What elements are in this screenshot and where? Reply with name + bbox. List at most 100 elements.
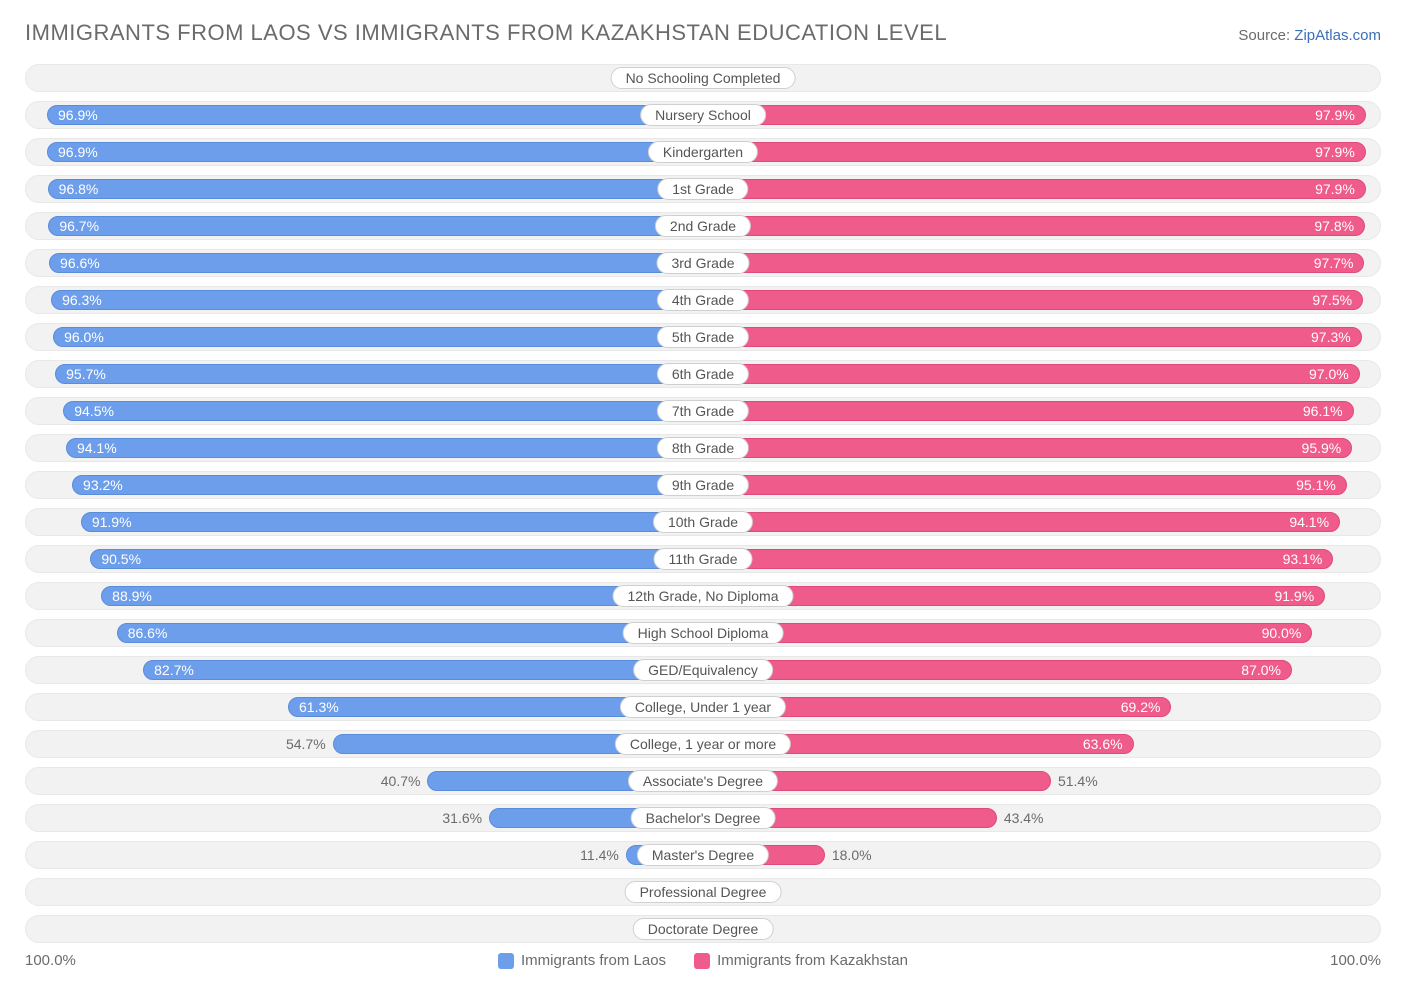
bar-half-right: 63.6%	[703, 731, 1380, 757]
bar-half-right: 96.1%	[703, 398, 1380, 424]
bar-left: 91.9%	[81, 512, 703, 532]
chart-row: 1.4%2.3%Doctorate Degree	[25, 915, 1381, 943]
bar-half-left: 93.2%	[26, 472, 703, 498]
category-label: 8th Grade	[657, 437, 749, 459]
bar-left: 93.2%	[72, 475, 703, 495]
bar-value-left: 96.9%	[58, 107, 98, 123]
bar-value-right: 97.8%	[1314, 218, 1354, 234]
category-label: 2nd Grade	[655, 215, 751, 237]
bar-value-right: 87.0%	[1241, 662, 1281, 678]
legend-swatch-left	[498, 953, 514, 969]
category-label: Professional Degree	[625, 881, 782, 903]
category-label: College, Under 1 year	[620, 696, 786, 718]
category-label: Associate's Degree	[628, 770, 778, 792]
bar-value-right: 94.1%	[1289, 514, 1329, 530]
bar-half-left: 54.7%	[26, 731, 703, 757]
bar-value-left: 31.6%	[442, 810, 490, 826]
chart-row: 91.9% 94.1% 10th Grade	[25, 508, 1381, 536]
legend-swatch-right	[694, 953, 710, 969]
chart-row: 93.2%95.1%9th Grade	[25, 471, 1381, 499]
bar-value-right: 51.4%	[1050, 773, 1098, 789]
chart-row: 96.9% 97.9%Kindergarten	[25, 138, 1381, 166]
bar-value-right: 63.6%	[1083, 736, 1123, 752]
category-label: Nursery School	[640, 104, 766, 126]
bar-value-left: 96.0%	[64, 329, 104, 345]
category-label: Kindergarten	[648, 141, 758, 163]
bar-half-left: 95.7%	[26, 361, 703, 387]
bar-value-right: 97.7%	[1314, 255, 1354, 271]
category-label: 4th Grade	[657, 289, 749, 311]
bar-half-left: 1.4%	[26, 916, 703, 942]
chart-row: 31.6% 43.4%Bachelor's Degree	[25, 804, 1381, 832]
category-label: High School Diploma	[623, 622, 784, 644]
bar-half-left: 91.9%	[26, 509, 703, 535]
legend-item-left: Immigrants from Laos	[498, 952, 666, 969]
bar-left: 94.5%	[63, 401, 703, 421]
category-label: 7th Grade	[657, 400, 749, 422]
bar-value-left: 90.5%	[101, 551, 141, 567]
bar-value-left: 40.7%	[381, 773, 429, 789]
category-label: Doctorate Degree	[633, 918, 774, 940]
bar-right: 97.3%	[703, 327, 1362, 347]
bar-half-right: 97.0%	[703, 361, 1380, 387]
category-label: GED/Equivalency	[633, 659, 773, 681]
category-label: 10th Grade	[653, 511, 753, 533]
bar-right: 97.9%	[703, 105, 1366, 125]
category-label: 11th Grade	[653, 548, 752, 570]
bar-value-left: 61.3%	[299, 699, 339, 715]
legend-label-right: Immigrants from Kazakhstan	[717, 952, 908, 969]
bar-value-left: 11.4%	[580, 847, 627, 863]
bar-half-left: 96.0%	[26, 324, 703, 350]
chart-row: 40.7% 51.4% Associate's Degree	[25, 767, 1381, 795]
bar-left: 90.5%	[90, 549, 703, 569]
bar-left: 96.3%	[51, 290, 703, 310]
chart-row: 86.6%90.0%High School Diploma	[25, 619, 1381, 647]
source-attribution: Source: ZipAtlas.com	[1238, 27, 1381, 44]
bar-value-right: 97.5%	[1312, 292, 1352, 308]
bar-half-left: 96.9%	[26, 102, 703, 128]
bar-left: 96.7%	[48, 216, 703, 236]
bar-right: 91.9%	[703, 586, 1325, 606]
bar-half-right: 97.9%	[703, 176, 1380, 202]
chart-row: 3.1%2.1%No Schooling Completed	[25, 64, 1381, 92]
bar-half-right: 43.4%	[703, 805, 1380, 831]
chart-row: 96.9% 97.9% Nursery School	[25, 101, 1381, 129]
bar-value-left: 93.2%	[83, 477, 123, 493]
bar-value-right: 97.9%	[1315, 107, 1355, 123]
chart-row: 94.1% 95.9% 8th Grade	[25, 434, 1381, 462]
category-label: Bachelor's Degree	[631, 807, 776, 829]
legend: Immigrants from Laos Immigrants from Kaz…	[76, 952, 1330, 969]
chart-row: 82.7%87.0%GED/Equivalency	[25, 656, 1381, 684]
bar-value-left: 91.9%	[92, 514, 132, 530]
bar-left: 96.9%	[47, 105, 703, 125]
bar-half-right: 91.9%	[703, 583, 1380, 609]
bar-right: 97.5%	[703, 290, 1363, 310]
bar-half-left: 96.9%	[26, 139, 703, 165]
bar-right: 97.7%	[703, 253, 1364, 273]
source-link[interactable]: ZipAtlas.com	[1294, 27, 1381, 44]
axis-max-right: 100.0%	[1330, 952, 1381, 969]
bar-value-left: 94.1%	[77, 440, 117, 456]
bar-value-right: 97.3%	[1311, 329, 1351, 345]
bar-half-left: 3.2%	[26, 879, 703, 905]
chart-row: 95.7%97.0%6th Grade	[25, 360, 1381, 388]
bar-half-left: 40.7%	[26, 768, 703, 794]
bar-value-left: 54.7%	[286, 736, 334, 752]
bar-half-right: 18.0%	[703, 842, 1380, 868]
axis-max-left: 100.0%	[25, 952, 76, 969]
legend-label-left: Immigrants from Laos	[521, 952, 666, 969]
bar-left: 86.6%	[117, 623, 703, 643]
chart-row: 11.4%18.0%Master's Degree	[25, 841, 1381, 869]
bar-right: 97.9%	[703, 179, 1366, 199]
chart-footer: 100.0% Immigrants from Laos Immigrants f…	[25, 952, 1381, 969]
bar-half-right: 2.1%	[703, 65, 1380, 91]
category-label: 1st Grade	[657, 178, 748, 200]
bar-half-right: 90.0%	[703, 620, 1380, 646]
bar-value-right: 95.9%	[1302, 440, 1342, 456]
chart-row: 96.6%97.7%3rd Grade	[25, 249, 1381, 277]
bar-right: 97.9%	[703, 142, 1366, 162]
bar-value-left: 96.9%	[58, 144, 98, 160]
category-label: 12th Grade, No Diploma	[613, 585, 794, 607]
chart-row: 96.0%97.3%5th Grade	[25, 323, 1381, 351]
bar-half-left: 31.6%	[26, 805, 703, 831]
